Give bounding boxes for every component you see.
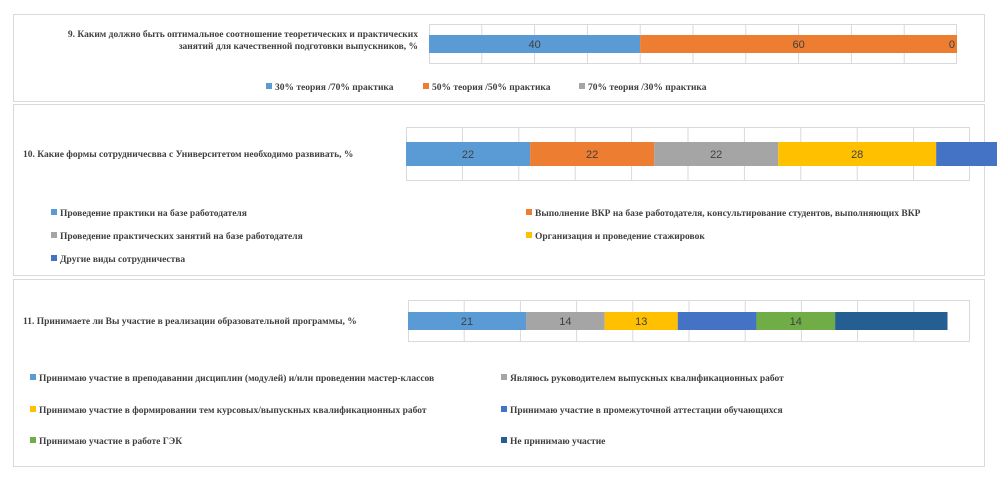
- data-label: 14: [559, 316, 571, 328]
- legend-label: 70% теория /30% практика: [588, 83, 707, 93]
- legend-label: Принимаю участие в работе ГЭК: [39, 437, 183, 447]
- legend-swatch: [526, 209, 532, 215]
- chart-panel-q9: 9. Каким должно быть оптимальное соотнош…: [13, 14, 985, 102]
- bar-segment: [429, 35, 641, 53]
- legend-label: 50% теория /50% практика: [432, 83, 551, 93]
- legend-item: Принимаю участие в работе ГЭК: [30, 436, 182, 448]
- stacked-bar-chart: 40 60 0: [429, 24, 957, 64]
- bar-segment: [408, 312, 527, 330]
- data-label: 60: [792, 39, 804, 51]
- legend-item: Принимаю участие в промежуточной аттеста…: [501, 405, 783, 417]
- data-label: 13: [635, 316, 647, 328]
- legend-swatch: [526, 232, 532, 238]
- question-title-q10: 10. Какие формы сотрудничесвва с Универс…: [23, 149, 403, 161]
- legend-swatch: [501, 406, 507, 412]
- question-title-line: занятий для качественной подготовки выпу…: [178, 42, 418, 52]
- bar-segment: [406, 142, 531, 166]
- stacked-bar-chart: 21 14 13 14: [408, 300, 970, 342]
- bar-segment: [526, 312, 605, 330]
- legend-swatch: [30, 374, 36, 380]
- legend-item: Являюсь руководителем выпускных квалифик…: [501, 373, 784, 385]
- legend-label: 30% теория /70% практика: [275, 83, 394, 93]
- chart-panel-q11: 11. Принимаете ли Вы участие в реализаци…: [13, 279, 985, 467]
- plot-area-q10: 22 22 22 28: [406, 127, 997, 181]
- bar-segment: [530, 142, 655, 166]
- bar-segment: [604, 312, 678, 330]
- plot-area-q9: 40 60 0: [429, 24, 957, 64]
- bar-segment: [640, 35, 957, 53]
- legend-item: Проведение практики на базе работодателя: [51, 208, 247, 220]
- legend-label: Не принимаю участие: [510, 437, 606, 447]
- question-title-line: 11. Принимаете ли Вы участие в реализаци…: [23, 317, 357, 327]
- legend-item: 70% теория /30% практика: [579, 82, 707, 94]
- bar-segment: [835, 312, 948, 330]
- data-label: 14: [790, 316, 802, 328]
- legend-swatch: [51, 209, 57, 215]
- legend-swatch: [51, 255, 57, 261]
- data-label: 0: [949, 39, 955, 51]
- legend-swatch: [501, 437, 507, 443]
- data-label: 40: [528, 39, 540, 51]
- bar-segment: [677, 312, 757, 330]
- stacked-bar-chart: 22 22 22 28: [406, 127, 997, 181]
- legend-swatch: [30, 406, 36, 412]
- legend-label: Проведение практики на базе работодателя: [60, 209, 247, 219]
- legend-label: Проведение практических занятий на базе …: [60, 232, 303, 242]
- legend-swatch: [30, 437, 36, 443]
- bar-segment: [756, 312, 836, 330]
- legend-item: Выполнение ВКР на базе работодателя, кон…: [526, 208, 920, 220]
- legend-item: Не принимаю участие: [501, 436, 605, 448]
- legend-swatch: [423, 83, 429, 89]
- plot-area-q11: 21 14 13 14: [408, 300, 970, 342]
- question-title-line: 10. Какие формы сотрудничесвва с Универс…: [23, 150, 354, 160]
- legend-label: Организация и проведение стажировок: [535, 232, 705, 242]
- data-label: 22: [586, 149, 598, 161]
- data-label: 22: [710, 149, 722, 161]
- legend-swatch: [266, 83, 272, 89]
- legend-label: Являюсь руководителем выпускных квалифик…: [510, 374, 784, 384]
- legend-item: Проведение практических занятий на базе …: [51, 231, 303, 243]
- legend-item: Другие виды сотрудничества: [51, 254, 185, 266]
- bar-segment: [936, 142, 997, 166]
- legend-item: 30% теория /70% практика: [266, 82, 394, 94]
- legend-swatch: [501, 374, 507, 380]
- legend-item: Организация и проведение стажировок: [526, 231, 705, 243]
- legend-label: Принимаю участие в преподавании дисципли…: [39, 374, 435, 384]
- legend-item: Принимаю участие в преподавании дисципли…: [30, 373, 434, 385]
- data-label: 28: [851, 149, 863, 161]
- legend-swatch: [579, 83, 585, 89]
- legend-item: 50% теория /50% практика: [423, 82, 551, 94]
- legend-item: Принимаю участие в формировании тем курс…: [30, 405, 427, 417]
- data-label: 21: [461, 316, 473, 328]
- legend-label: Принимаю участие в промежуточной аттеста…: [510, 406, 783, 416]
- bar-segment: [654, 142, 779, 166]
- legend-swatch: [51, 232, 57, 238]
- legend-label: Выполнение ВКР на базе работодателя, кон…: [535, 209, 921, 219]
- bar-segment: [778, 142, 937, 166]
- question-title-q9: 9. Каким должно быть оптимальное соотнош…: [14, 29, 418, 53]
- chart-panel-q10: 10. Какие формы сотрудничесвва с Универс…: [13, 104, 997, 276]
- data-label: 22: [462, 149, 474, 161]
- question-title-line: 9. Каким должно быть оптимальное соотнош…: [67, 30, 418, 40]
- legend-label: Другие виды сотрудничества: [60, 255, 186, 265]
- legend-label: Принимаю участие в формировании тем курс…: [39, 406, 427, 416]
- question-title-q11: 11. Принимаете ли Вы участие в реализаци…: [23, 316, 413, 328]
